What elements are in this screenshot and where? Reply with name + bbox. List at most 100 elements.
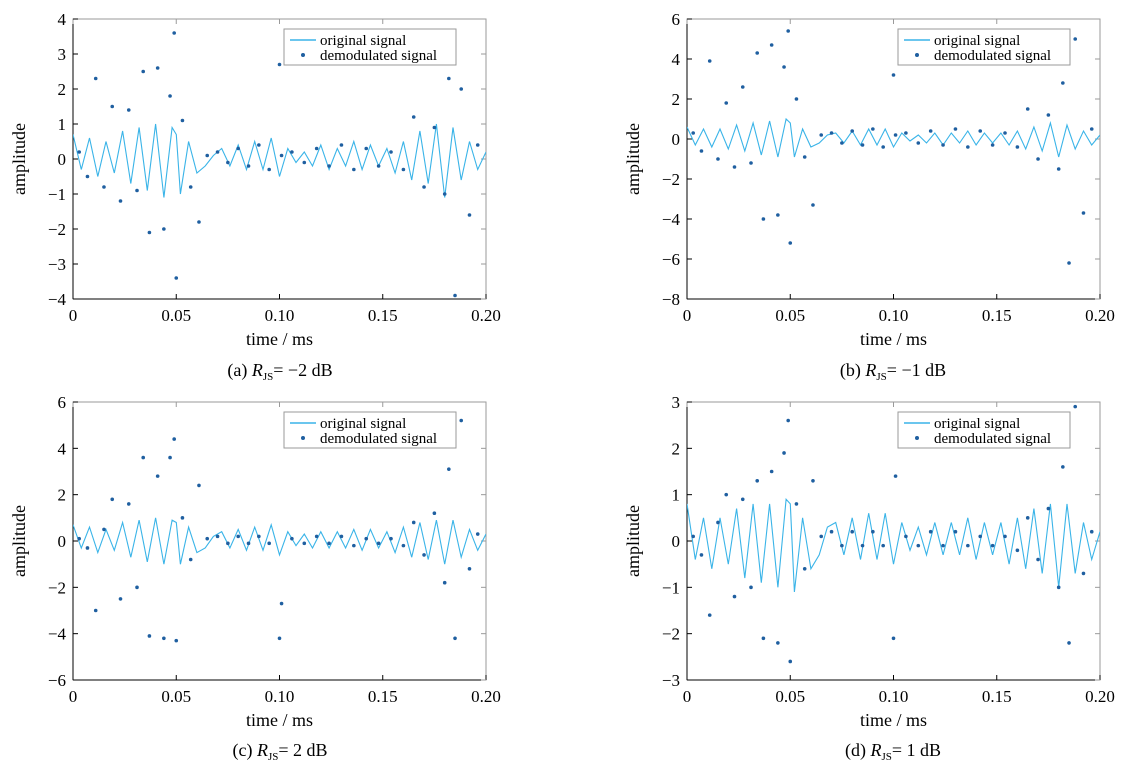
y-tick-label: −8 bbox=[662, 290, 680, 309]
demodulated-point bbox=[432, 511, 437, 515]
demodulated-point bbox=[453, 636, 457, 641]
demodulated-point bbox=[197, 483, 201, 488]
subplot-2: 0 0.05 0.10 0.15 0.20 −6 −4 −2 0 2 4 6 time / ms ampl… bbox=[9, 393, 501, 763]
demodulated-point bbox=[990, 143, 995, 147]
demodulated-point bbox=[327, 164, 331, 168]
x-tick-label: 0 bbox=[69, 306, 78, 325]
legend-dot-swatch bbox=[301, 53, 305, 57]
demodulated-point bbox=[376, 541, 381, 546]
demodulated-point bbox=[267, 541, 271, 546]
demodulated-point bbox=[447, 76, 451, 81]
demodulated-point bbox=[339, 534, 344, 539]
legend-box bbox=[283, 411, 457, 449]
demodulated-point bbox=[279, 153, 284, 158]
demodulated-point bbox=[891, 73, 896, 77]
demodulated-point bbox=[732, 594, 737, 599]
demodulated-point bbox=[147, 634, 152, 638]
y-tick-label: 1 bbox=[672, 486, 681, 505]
demodulated-point bbox=[172, 31, 176, 35]
demodulated-point bbox=[180, 118, 185, 123]
demodulated-point bbox=[277, 636, 282, 641]
y-tick-label: 6 bbox=[672, 10, 681, 29]
demodulated-point bbox=[290, 150, 294, 154]
legend-dot-swatch bbox=[915, 436, 919, 440]
x-tick-label: 0 bbox=[69, 687, 78, 706]
demodulated-point bbox=[1036, 557, 1040, 562]
demodulated-point bbox=[829, 529, 834, 534]
demodulated-point bbox=[226, 160, 230, 165]
demodulated-point bbox=[1067, 641, 1071, 645]
demodulated-point bbox=[941, 543, 945, 548]
x-tick-label: 0.15 bbox=[982, 687, 1012, 706]
demodulated-point bbox=[126, 502, 131, 506]
demodulated-point bbox=[893, 133, 898, 137]
demodulated-point bbox=[85, 546, 90, 550]
demodulated-point bbox=[339, 143, 344, 147]
demodulated-point bbox=[850, 529, 854, 534]
demodulated-point bbox=[126, 108, 131, 112]
demodulated-point bbox=[716, 157, 720, 161]
demodulated-point bbox=[215, 534, 220, 539]
x-tick-label: 0.15 bbox=[982, 306, 1012, 325]
demodulated-point bbox=[110, 104, 115, 109]
demodulated-point bbox=[716, 520, 720, 525]
demodulated-point bbox=[1073, 37, 1078, 41]
demodulated-point bbox=[459, 87, 464, 91]
demodulated-point bbox=[155, 66, 160, 70]
demodulated-point bbox=[467, 567, 472, 571]
demodulated-point bbox=[172, 437, 176, 441]
demodulated-point bbox=[850, 129, 854, 133]
demodulated-point bbox=[732, 165, 737, 169]
demodulated-point bbox=[829, 131, 834, 135]
demodulated-point bbox=[1036, 157, 1040, 161]
demodulated-point bbox=[389, 150, 393, 154]
y-tick-label: −1 bbox=[662, 578, 680, 597]
demodulated-point bbox=[691, 131, 695, 135]
demodulated-point bbox=[205, 536, 210, 541]
y-tick-label: 0 bbox=[672, 130, 681, 149]
demodulated-point bbox=[891, 636, 896, 641]
demodulated-point bbox=[707, 613, 712, 617]
demodulated-point bbox=[928, 129, 933, 133]
x-tick-label: 0.05 bbox=[161, 306, 191, 325]
x-axis-label: time / ms bbox=[860, 329, 927, 349]
demodulated-point bbox=[1056, 585, 1061, 590]
demodulated-point bbox=[174, 276, 179, 280]
demodulated-point bbox=[155, 474, 160, 478]
demodulated-point bbox=[453, 293, 457, 298]
legend-entry-original: original signal bbox=[934, 33, 1020, 49]
demodulated-point bbox=[422, 553, 426, 557]
subplot-0: 0 0.05 0.10 0.15 0.20 −4 −3 −2 −1 0 1 2 3 4 time / ms a… bbox=[9, 10, 501, 383]
y-tick-label: 3 bbox=[58, 45, 67, 64]
x-tick-label: 0.10 bbox=[879, 687, 909, 706]
subplot-caption: (d) RJS= 1 dB bbox=[845, 740, 941, 763]
demodulated-point bbox=[279, 601, 284, 606]
x-tick-label: 0.05 bbox=[775, 687, 805, 706]
demodulated-point bbox=[966, 145, 970, 149]
demodulated-point bbox=[246, 541, 251, 546]
y-tick-label: −4 bbox=[662, 210, 681, 229]
demodulated-point bbox=[1081, 211, 1086, 215]
demodulated-point bbox=[302, 160, 307, 165]
x-axis-label: time / ms bbox=[246, 329, 313, 349]
demodulated-point bbox=[786, 418, 790, 423]
x-tick-label: 0.15 bbox=[368, 306, 398, 325]
legend-dot-swatch bbox=[301, 436, 305, 440]
demodulated-point bbox=[302, 541, 307, 546]
demodulated-point bbox=[364, 146, 369, 151]
demodulated-point bbox=[788, 659, 793, 664]
y-tick-label: −4 bbox=[48, 290, 67, 309]
demodulated-point bbox=[761, 217, 766, 221]
demodulated-point bbox=[794, 97, 799, 101]
demodulated-point bbox=[860, 143, 865, 147]
demodulated-point bbox=[135, 188, 139, 193]
demodulated-point bbox=[442, 580, 447, 585]
demodulated-point bbox=[699, 553, 704, 557]
demodulated-point bbox=[411, 520, 416, 525]
x-tick-label: 0.10 bbox=[265, 687, 295, 706]
demodulated-point bbox=[364, 536, 369, 541]
y-tick-label: 4 bbox=[672, 50, 681, 69]
demodulated-point bbox=[916, 141, 921, 145]
